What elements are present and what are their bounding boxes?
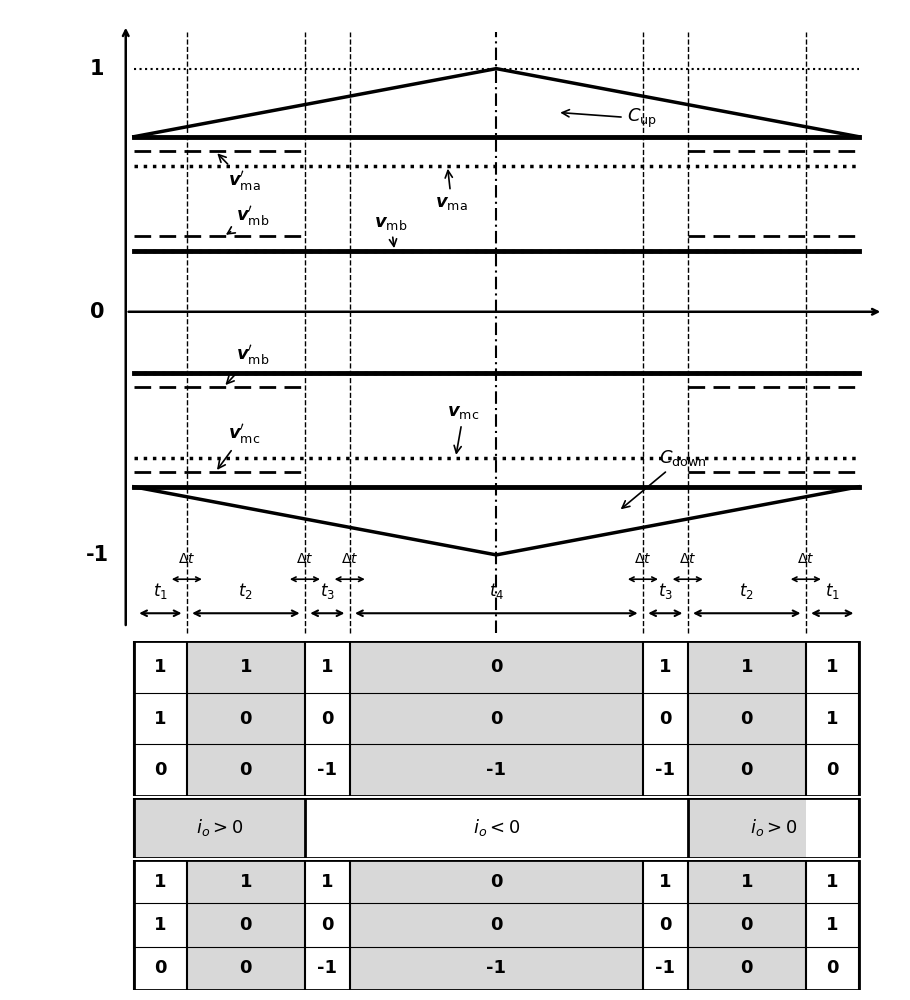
Text: 0: 0 (490, 873, 502, 891)
Text: $\boldsymbol{v}_{\mathrm{mc}}$: $\boldsymbol{v}_{\mathrm{mc}}$ (448, 403, 480, 453)
Text: 0: 0 (741, 959, 753, 977)
Text: 1: 1 (826, 710, 838, 728)
Text: 0: 0 (826, 959, 838, 977)
Text: 0: 0 (659, 710, 672, 728)
Text: 1: 1 (154, 916, 167, 934)
Text: -1: -1 (318, 761, 338, 779)
Text: $\Delta t$: $\Delta t$ (341, 552, 359, 566)
Text: $C_{\mathrm{up}}$: $C_{\mathrm{up}}$ (562, 107, 656, 130)
Text: 1: 1 (239, 873, 252, 891)
Bar (349, 641, 642, 796)
Text: $t_3$: $t_3$ (319, 581, 335, 601)
Text: $\Delta t$: $\Delta t$ (297, 552, 314, 566)
Text: $C_{\mathrm{down}}$: $C_{\mathrm{down}}$ (622, 448, 707, 508)
Text: -1: -1 (318, 959, 338, 977)
Bar (187, 860, 305, 990)
Text: $i_o<0$: $i_o<0$ (472, 818, 520, 838)
Text: 1: 1 (154, 710, 167, 728)
Text: 1: 1 (741, 873, 753, 891)
Text: 1: 1 (321, 658, 334, 676)
Text: $i_o>0$: $i_o>0$ (750, 818, 797, 838)
Text: $\boldsymbol{v}_{\mathrm{ma}}'$: $\boldsymbol{v}_{\mathrm{ma}}'$ (218, 155, 260, 193)
Text: $\Delta t$: $\Delta t$ (797, 552, 814, 566)
Text: 0: 0 (154, 959, 167, 977)
Bar (187, 641, 305, 796)
Bar (688, 641, 806, 796)
Text: 0: 0 (239, 959, 252, 977)
Text: 0: 0 (490, 658, 502, 676)
Text: $t_3$: $t_3$ (658, 581, 672, 601)
Text: $i_o>0$: $i_o>0$ (196, 818, 243, 838)
Text: 1: 1 (90, 59, 105, 79)
Text: -1: -1 (486, 959, 506, 977)
Text: 0: 0 (90, 302, 105, 322)
Text: 0: 0 (239, 761, 252, 779)
Text: $\boldsymbol{v}_{\mathrm{ma}}$: $\boldsymbol{v}_{\mathrm{ma}}$ (435, 170, 468, 212)
Text: $t_4$: $t_4$ (489, 581, 504, 601)
Text: 0: 0 (741, 761, 753, 779)
Text: 0: 0 (741, 710, 753, 728)
Text: $t_1$: $t_1$ (824, 581, 840, 601)
Text: 1: 1 (154, 658, 167, 676)
Text: 1: 1 (826, 658, 838, 676)
Text: -1: -1 (655, 761, 675, 779)
Text: 0: 0 (321, 916, 334, 934)
Text: $\boldsymbol{v}_{\mathrm{mc}}'$: $\boldsymbol{v}_{\mathrm{mc}}'$ (218, 422, 260, 468)
Text: 0: 0 (659, 916, 672, 934)
Text: $\boldsymbol{v}_{\mathrm{mb}}$: $\boldsymbol{v}_{\mathrm{mb}}$ (374, 214, 408, 246)
Text: 0: 0 (321, 710, 334, 728)
Text: $\boldsymbol{v}_{\mathrm{mb}}'$: $\boldsymbol{v}_{\mathrm{mb}}'$ (228, 205, 269, 234)
Text: 1: 1 (321, 873, 334, 891)
Text: 0: 0 (154, 761, 167, 779)
Bar (187, 798, 305, 858)
Text: $t_1$: $t_1$ (153, 581, 167, 601)
Text: 0: 0 (239, 710, 252, 728)
Text: 1: 1 (659, 873, 672, 891)
Text: 1: 1 (239, 658, 252, 676)
Text: $t_2$: $t_2$ (238, 581, 253, 601)
Text: $t_2$: $t_2$ (739, 581, 754, 601)
Text: 1: 1 (741, 658, 753, 676)
Bar (688, 860, 806, 990)
Text: 0: 0 (826, 761, 838, 779)
Bar (688, 798, 806, 858)
Text: 0: 0 (741, 916, 753, 934)
Text: $\boldsymbol{v}_{\mathrm{mb}}'$: $\boldsymbol{v}_{\mathrm{mb}}'$ (227, 344, 269, 384)
Text: $\Delta t$: $\Delta t$ (634, 552, 652, 566)
Text: 0: 0 (490, 710, 502, 728)
Text: 1: 1 (826, 916, 838, 934)
Bar (134, 798, 187, 858)
Text: 0: 0 (490, 916, 502, 934)
Text: -1: -1 (655, 959, 675, 977)
Bar (349, 860, 642, 990)
Text: 1: 1 (154, 873, 167, 891)
Text: 1: 1 (659, 658, 672, 676)
Text: -1: -1 (86, 545, 109, 565)
Text: 1: 1 (826, 873, 838, 891)
Text: $\Delta t$: $\Delta t$ (679, 552, 696, 566)
Text: 0: 0 (239, 916, 252, 934)
Text: -1: -1 (486, 761, 506, 779)
Text: $\Delta t$: $\Delta t$ (178, 552, 196, 566)
